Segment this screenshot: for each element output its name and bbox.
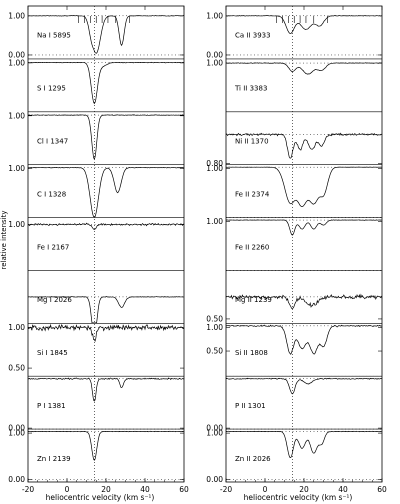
y-tick-label: 1.00 (206, 217, 223, 226)
x-axis-label-left: heliocentric velocity (km s⁻¹) (46, 493, 155, 502)
ion-label: Ni II 1370 (235, 138, 269, 146)
spectrum-line (225, 166, 383, 207)
ion-label: Si II 1808 (235, 349, 268, 357)
spectrum-line (225, 62, 383, 75)
spectrum-line (225, 219, 383, 236)
ion-label: S I 1295 (37, 85, 66, 93)
spectrum-line (27, 430, 185, 461)
ion-label: Ti II 3383 (234, 85, 267, 93)
y-tick-label: 1.00 (8, 58, 25, 67)
y-tick-label: 0.00 (206, 424, 223, 433)
y-tick-label: 1.00 (206, 429, 223, 438)
y-tick-label: 0.50 (206, 347, 223, 356)
spectrum-line (225, 293, 383, 309)
spectrum-line (225, 15, 383, 34)
ion-label: P II 1301 (235, 402, 266, 410)
spectra (27, 15, 383, 461)
x-tick-label: 60 (179, 485, 189, 494)
y-tick-label: 0.00 (8, 50, 25, 59)
spectrum-line (27, 296, 185, 324)
ion-label: Fe II 2260 (235, 243, 269, 251)
spectrum-line (27, 167, 185, 218)
y-tick-label: 1.00 (8, 429, 25, 438)
ion-label: Si I 1845 (37, 349, 68, 357)
ion-label: P I 1381 (37, 402, 66, 410)
x-tick-label: 20 (101, 485, 111, 494)
y-tick-label: 1.00 (8, 11, 25, 20)
ion-label: Na I 5895 (37, 32, 71, 40)
ion-label: Zn II 2026 (235, 455, 271, 463)
spectrum-line (225, 132, 383, 159)
ion-label: Fe II 2374 (235, 190, 270, 198)
spectrum-line (225, 377, 383, 395)
y-tick-label: 0.50 (8, 364, 25, 373)
spectrum-line (27, 61, 185, 105)
y-tick-label: 1.00 (8, 220, 25, 229)
y-tick-label: 0.00 (206, 50, 223, 59)
ion-label: Mg II 1239 (235, 296, 272, 304)
x-axis-label-right: heliocentric velocity (km s⁻¹) (244, 493, 353, 502)
y-tick-label: 0.00 (206, 475, 223, 484)
x-tick-label: 0 (65, 485, 70, 494)
y-tick-label: 0.00 (8, 475, 25, 484)
y-tick-label: 1.00 (8, 164, 25, 173)
y-tick-label: 1.00 (206, 323, 223, 332)
y-tick-label: 0.00 (8, 424, 25, 433)
ion-label: C I 1328 (37, 190, 66, 198)
x-tick-label: 0 (263, 485, 268, 494)
ion-label: Fe I 2167 (37, 243, 69, 251)
x-tick-label: -20 (22, 485, 34, 494)
spectrum-line (225, 430, 383, 459)
ion-label: Ca II 3933 (235, 32, 271, 40)
panel-frames (27, 5, 383, 483)
x-tick-label: 40 (140, 485, 150, 494)
spectrum-line (225, 324, 383, 355)
y-tick-label: 0.80 (206, 159, 223, 168)
x-tick-label: 40 (338, 485, 348, 494)
y-tick-label: 1.00 (206, 164, 223, 173)
x-tick-label: -20 (220, 485, 232, 494)
y-tick-label: 1.00 (206, 11, 223, 20)
x-tick-label: 60 (377, 485, 387, 494)
y-tick-label: 1.00 (8, 111, 25, 120)
x-tick-label: 20 (299, 485, 309, 494)
y-tick-label: 0.50 (206, 314, 223, 323)
y-axis-label: relative intensity (0, 211, 8, 270)
spectrum-line (27, 15, 185, 54)
spectrum-line (27, 222, 185, 230)
ion-label: Cl I 1347 (37, 138, 68, 146)
y-tick-label: 1.00 (8, 323, 25, 332)
ion-label: Mg I 2026 (37, 296, 72, 304)
spectrum-line (27, 323, 185, 342)
spectrum-line (27, 377, 185, 402)
spectrum-line (27, 114, 185, 161)
ion-label: Zn I 2139 (37, 455, 71, 463)
y-tick-label: 1.00 (206, 59, 223, 68)
guide-lines (28, 6, 382, 482)
